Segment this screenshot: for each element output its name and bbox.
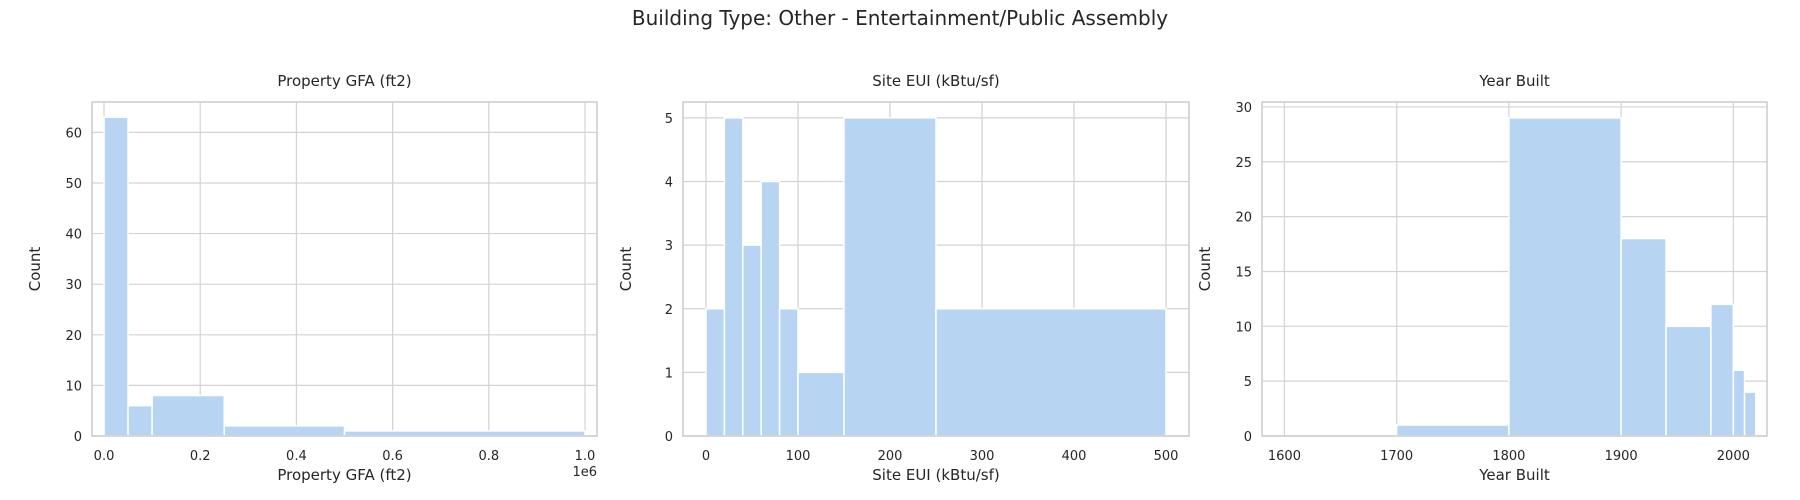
x-tick-label: 1.0 (575, 449, 596, 464)
panel-title: Property GFA (ft2) (277, 72, 411, 90)
histogram-bar (127, 404, 153, 437)
histogram-bar (343, 430, 586, 437)
y-tick-label: 5 (665, 112, 673, 127)
x-axis-label: Property GFA (ft2) (277, 466, 411, 484)
y-tick-label: 30 (1235, 101, 1252, 116)
histogram-bar (1732, 369, 1746, 437)
y-tick-label: 40 (65, 228, 82, 243)
x-offset-label: 1e6 (572, 465, 597, 480)
x-tick-label: 2000 (1717, 449, 1750, 464)
x-tick-label: 100 (786, 449, 811, 464)
x-tick-label: 1900 (1605, 449, 1638, 464)
y-tick-label: 0 (74, 430, 82, 445)
panel-title: Year Built (1478, 72, 1550, 90)
y-tick-label: 3 (665, 239, 673, 254)
histogram-bar (723, 117, 744, 437)
axes-frame (91, 101, 598, 437)
y-tick-label: 25 (1235, 156, 1252, 171)
y-tick-label: 10 (1235, 320, 1252, 335)
x-tick-label: 0.2 (190, 449, 211, 464)
y-tick-label: 50 (65, 177, 82, 192)
y-axis-label: Count (26, 247, 44, 292)
y-tick-label: 30 (65, 278, 82, 293)
y-tick-label: 10 (65, 379, 82, 394)
histogram-bar (760, 180, 781, 437)
histogram-panel-2: Site EUI (kBtu/sf) 0 100 200 300 400 500 0 1 2 3 4 5… (617, 72, 1190, 484)
x-tick-label: 0.4 (286, 449, 307, 464)
x-tick-label: 400 (1062, 449, 1087, 464)
histogram-panel-3: Year Built 1600 1700 1800 1900 2000 0 5 10 15 20 25… (1196, 72, 1768, 484)
y-tick-label: 2 (665, 303, 673, 318)
figure-title: Building Type: Other - Entertainment/Pub… (631, 6, 1169, 30)
x-tick-label: 500 (1154, 449, 1179, 464)
y-tick-label: 15 (1235, 265, 1252, 280)
histogram-bar (1395, 424, 1510, 437)
histogram-bar (1710, 303, 1735, 437)
y-tick-label: 4 (665, 176, 673, 191)
histogram-panel-1: Property GFA (ft2) 0.0 0.2 0.4 0.6 0.8 1.0 0 10 2… (26, 72, 598, 484)
panel-title: Site EUI (kBtu/sf) (872, 72, 999, 90)
axes-frame (682, 101, 1190, 437)
histogram-bar (151, 394, 226, 437)
x-tick-label: 300 (970, 449, 995, 464)
histogram-bar (935, 308, 1167, 437)
histogram-bar (742, 244, 762, 437)
histogram-bar (1665, 325, 1712, 437)
x-tick-label: 0 (702, 449, 710, 464)
y-axis-label: Count (1196, 247, 1214, 292)
x-axis-label: Year Built (1478, 466, 1550, 484)
y-tick-label: 0 (1244, 430, 1252, 445)
x-tick-label: 0.8 (478, 449, 499, 464)
histogram-bar (705, 308, 726, 437)
y-tick-label: 0 (665, 430, 673, 445)
x-tick-label: 1800 (1492, 449, 1525, 464)
histogram-bar (103, 116, 129, 437)
axes-frame (1261, 101, 1768, 437)
x-tick-label: 0.6 (382, 449, 403, 464)
y-tick-label: 60 (65, 126, 82, 141)
histogram-bar (1743, 391, 1757, 437)
x-tick-label: 0.0 (94, 449, 115, 464)
histogram-bar (843, 117, 937, 437)
y-tick-label: 20 (65, 329, 82, 344)
histogram-bar (1508, 117, 1622, 437)
y-axis-label: Count (617, 247, 635, 292)
x-tick-label: 1700 (1380, 449, 1413, 464)
histogram-bar (797, 371, 845, 437)
y-tick-label: 1 (665, 366, 673, 381)
x-axis-label: Site EUI (kBtu/sf) (872, 466, 999, 484)
histogram-bar (1620, 237, 1667, 437)
y-tick-label: 20 (1235, 211, 1252, 226)
plot-area (92, 102, 597, 436)
x-tick-label: 1600 (1268, 449, 1301, 464)
x-tick-label: 200 (878, 449, 903, 464)
histogram-bar (778, 308, 799, 437)
y-tick-label: 5 (1244, 375, 1252, 390)
histogram-bar (223, 425, 346, 437)
